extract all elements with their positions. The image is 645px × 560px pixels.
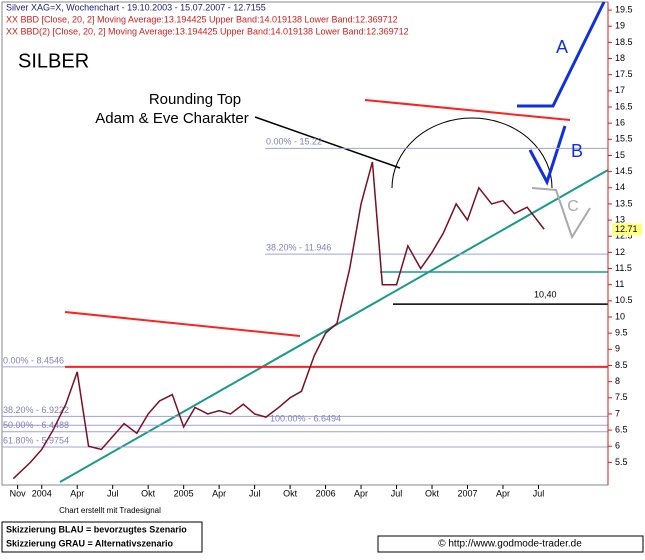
pointer <box>254 116 401 169</box>
header: XX BBD [Close, 20, 2] Moving Average:13.… <box>6 14 398 24</box>
legend-box <box>1 521 203 553</box>
y-tick-label: 19 <box>615 21 625 31</box>
x-tick-label: 2005 <box>174 488 194 498</box>
fib-label: 0.00% - 15.22 <box>266 137 322 147</box>
annotation: Rounding Top <box>149 91 241 108</box>
x-tick-label: Jul <box>533 488 545 498</box>
y-tick-label: 14.5 <box>615 166 633 176</box>
x-tick-label: Okt <box>425 488 440 498</box>
annotation: C <box>567 198 579 215</box>
x-tick-label: Jul <box>107 488 119 498</box>
x-tick-label: 2007 <box>457 488 477 498</box>
x-tick-label: Jul <box>391 488 403 498</box>
y-tick-label: 13.5 <box>615 198 633 208</box>
scenario-a <box>517 1 606 108</box>
x-tick-label: Apr <box>212 488 226 498</box>
y-tick-label: 11 <box>615 279 624 289</box>
y-tick-label: 13 <box>615 214 625 224</box>
y-tick-label: 15 <box>615 150 625 160</box>
y-tick-label: 9.5 <box>615 328 628 338</box>
scenario-c <box>531 187 591 240</box>
y-tick-label: 18.5 <box>615 37 633 47</box>
y-tick-label: 8.5 <box>615 360 628 370</box>
y-tick-label: 12 <box>615 247 625 257</box>
y-tick-label: 19.5 <box>615 4 633 14</box>
y-tick-label: 17 <box>615 85 625 95</box>
x-tick-label: Jul <box>249 488 261 498</box>
y-tick-label: 7.5 <box>615 392 628 402</box>
trendline <box>364 99 571 121</box>
x-tick-label: Apr <box>496 488 510 498</box>
y-tick-label: 16.5 <box>615 101 633 111</box>
y-tick-label: 12.5 <box>615 231 633 241</box>
x-tick-label: Okt <box>283 488 298 498</box>
y-tick-label: 15.5 <box>615 134 633 144</box>
source: © http://www.godmode-trader.de <box>438 539 582 550</box>
last-price-box <box>612 223 642 236</box>
x-tick-label: Okt <box>141 488 156 498</box>
header: Silver XAG=X, Wochenchart - 19.10.2003 -… <box>6 2 266 12</box>
y-tick-label: 7 <box>615 408 620 418</box>
source-box <box>377 535 644 553</box>
fib-label: 38.20% - 6.9222 <box>3 405 69 415</box>
y-tick-label: 17.5 <box>615 69 633 79</box>
price-line <box>12 161 545 480</box>
fib-label: 50.00% - 6.4488 <box>3 420 69 430</box>
y-tick-label: 6 <box>615 441 620 451</box>
fib-label: 100.00% - 6.6494 <box>270 414 341 424</box>
fib-label: 38.20% - 11.946 <box>266 243 331 253</box>
y-tick-label: 9 <box>615 344 620 354</box>
x-tick-label: 2006 <box>316 488 336 498</box>
y-tick-label: 5.5 <box>615 457 628 467</box>
last-price: 12.71 <box>615 224 638 234</box>
support-label: 10,40 <box>534 289 557 299</box>
y-tick-label: 16 <box>615 118 625 128</box>
y-tick-label: 8 <box>615 376 620 386</box>
x-tick-label: Apr <box>70 488 84 498</box>
y-tick-label: 14 <box>615 182 625 192</box>
footer: Chart erstellt mit Tradesignal <box>59 506 161 515</box>
fib-label: 0.00% - 8.4546 <box>3 355 64 365</box>
y-tick-label: 18 <box>615 53 625 63</box>
annotation: B <box>571 141 583 161</box>
legend-entry: Skizzierung BLAU = bevorzugtes Szenario <box>6 524 187 534</box>
x-tick-label: Apr <box>354 488 368 498</box>
y-tick-label: 10.5 <box>615 295 633 305</box>
scenario-b <box>528 125 567 186</box>
y-tick-label: 6.5 <box>615 424 628 434</box>
legend-entry: Skizzierung GRAU = Alternativszenario <box>6 538 173 548</box>
y-tick-label: 10 <box>615 311 625 321</box>
x-tick-label: Nov <box>10 488 27 498</box>
rounding-arc <box>391 117 553 189</box>
trendline <box>64 311 301 337</box>
chart-title: SILBER <box>18 50 89 72</box>
y-tick-label: 11.5 <box>615 263 632 273</box>
annotation: A <box>556 37 568 57</box>
annotation: Adam & Eve Charakter <box>95 110 248 127</box>
x-tick-label: 2004 <box>32 488 52 498</box>
header: XX BBD(2) [Close, 20, 2] Moving Average:… <box>6 26 409 36</box>
fib-label: 61.80% - 5.9754 <box>3 435 69 445</box>
